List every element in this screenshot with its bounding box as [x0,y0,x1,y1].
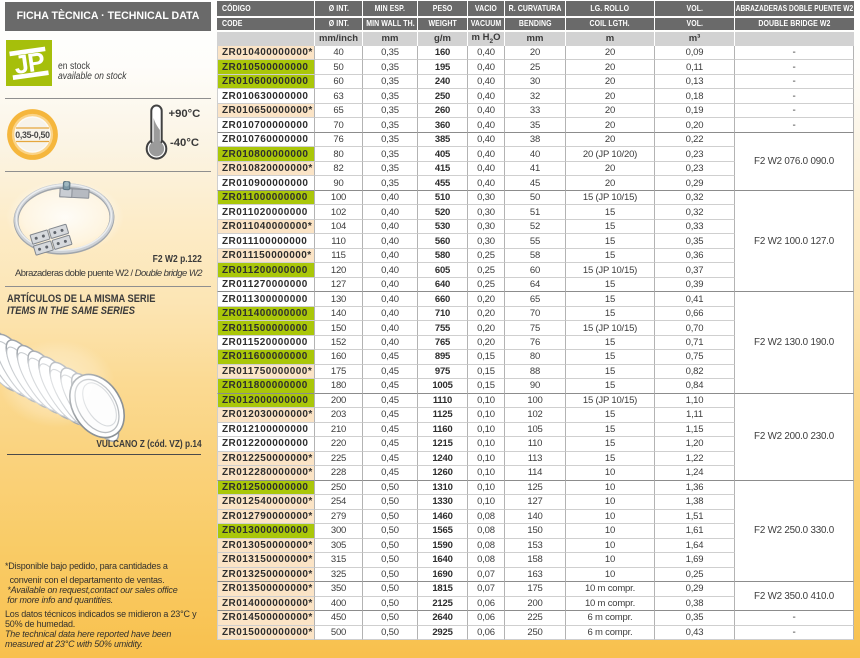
svg-text:JP: JP [12,46,46,80]
svg-text:0,35-0,50: 0,35-0,50 [15,130,50,140]
